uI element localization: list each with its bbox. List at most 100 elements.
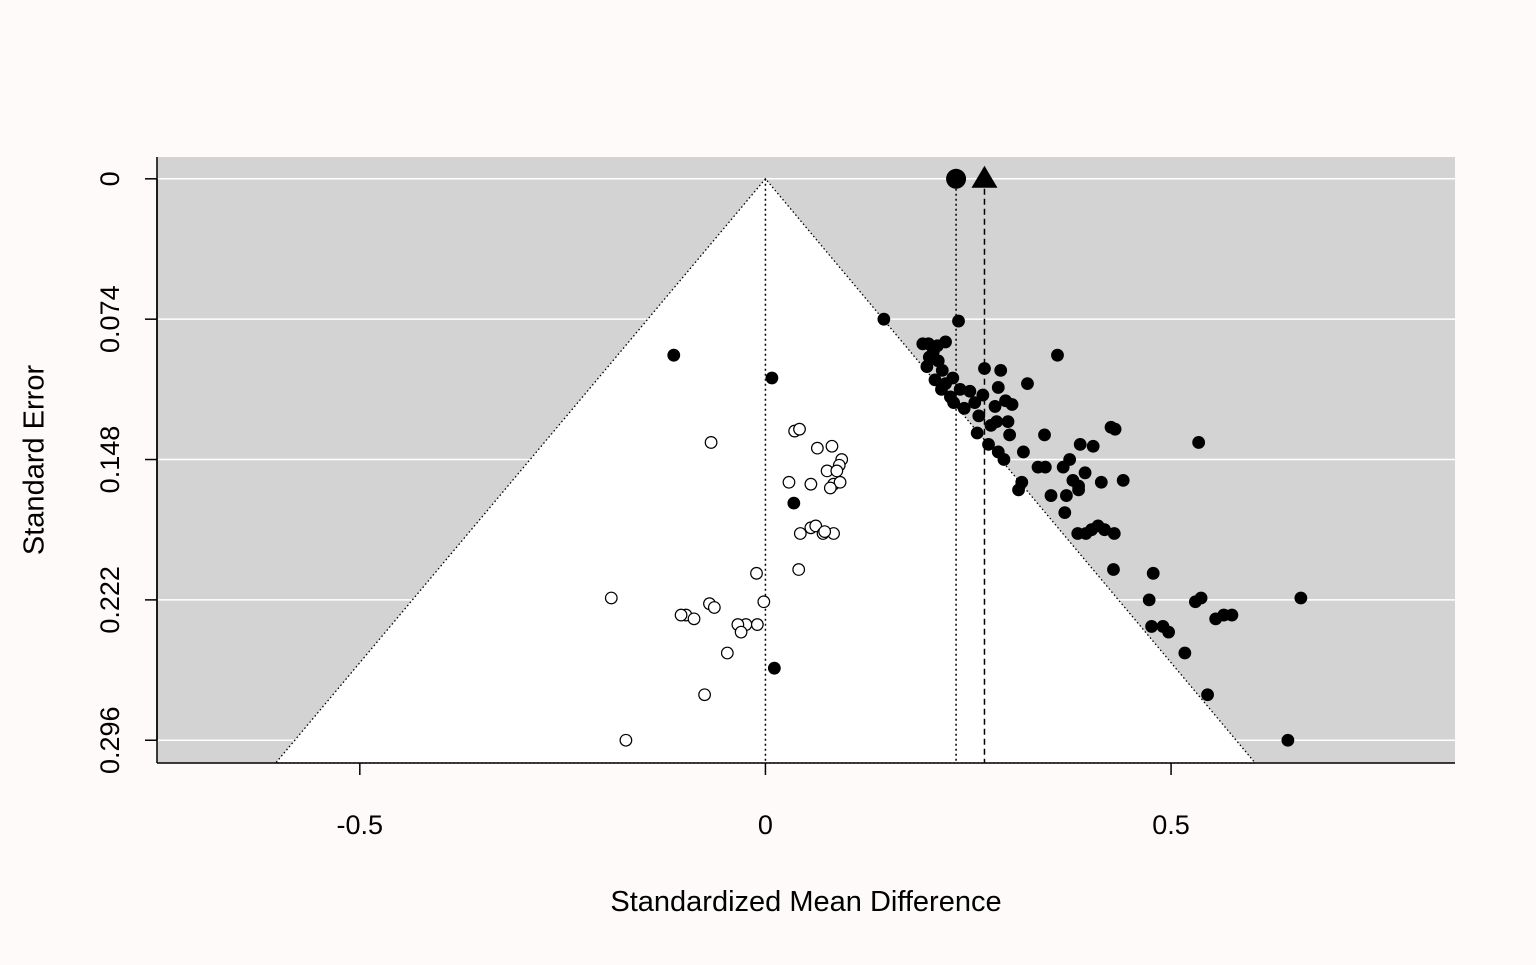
x-axis-title: Standardized Mean Difference [610,886,1001,918]
estimate-marker-triangle [971,165,998,188]
study-point-observed [1201,688,1214,702]
study-point-observed [1038,460,1052,474]
study-points [604,312,1308,747]
y-tick-label: 0 [95,171,125,186]
study-point-imputed [782,475,796,489]
study-point-observed [1005,398,1019,411]
study-point-observed [1060,489,1073,502]
study-point-observed [1107,527,1121,540]
study-point-observed [1086,439,1100,453]
study-point-imputed [687,612,701,626]
study-point-observed [1078,466,1092,480]
study-point-imputed [809,519,823,533]
study-point-observed [963,384,977,398]
y-tick-label: 0.148 [95,426,125,494]
study-point-imputed [792,563,806,576]
study-point-observed [972,409,986,423]
estimate-marker-circle [946,168,967,189]
study-point-observed [1192,436,1206,449]
study-point-observed [1225,608,1239,622]
study-point-observed [1017,445,1030,459]
study-point-imputed [823,481,837,495]
study-point-observed [990,415,1004,428]
study-point-observed [1116,473,1130,487]
study-point-observed [1073,437,1087,451]
x-tick-label: 0 [758,810,773,840]
study-point-observed [978,362,991,375]
study-point-observed [1001,415,1015,428]
study-point-observed [765,371,779,385]
study-point-observed [947,396,961,410]
study-point-imputed [707,601,721,614]
study-point-observed [997,453,1011,466]
study-point-imputed [825,439,839,453]
study-point-imputed [793,527,807,540]
study-point-observed [920,360,934,373]
study-point-observed [946,371,960,385]
study-point-observed [1162,625,1176,639]
study-point-observed [767,661,781,675]
study-point-observed [1142,593,1156,607]
study-point-imputed [619,733,633,747]
study-point-observed [1294,591,1308,605]
study-point-observed [1058,506,1072,520]
study-point-observed [1194,591,1208,605]
estimate-markers [946,165,998,189]
study-point-observed [988,400,1002,413]
study-point-imputed [734,625,748,639]
study-point-observed [667,348,681,362]
study-point-observed [1044,489,1058,502]
study-point-imputed [804,477,818,491]
study-point-imputed [604,591,618,605]
study-point-observed [970,426,984,440]
study-point-observed [976,388,990,402]
study-point-observed [935,363,949,377]
y-tick-label: 0.296 [95,706,125,774]
study-point-observed [1178,646,1192,660]
study-point-observed [994,363,1008,377]
x-tick-label: 0.5 [1152,810,1190,840]
study-point-observed [1146,566,1160,580]
study-point-observed [1056,460,1070,474]
study-point-imputed [720,646,734,660]
study-point-imputed [793,422,806,436]
x-tick-label: -0.5 [337,810,384,840]
study-point-observed [952,314,965,328]
study-point-observed [1107,563,1120,576]
study-point-observed [1104,420,1118,434]
study-point-observed [1145,620,1158,633]
study-point-observed [1072,483,1085,497]
study-point-imputed [674,608,688,622]
study-point-imputed [698,688,711,702]
study-point-observed [935,382,948,396]
study-point-observed [1281,733,1295,747]
axes: 0 0.074 0.148 0.222 0.296 -0.5 0 0.5 [95,157,1455,840]
study-point-imputed [830,464,844,478]
study-point-observed [787,496,801,510]
study-point-observed [939,335,952,349]
study-point-observed [982,437,995,451]
study-point-observed [957,401,971,415]
study-point-observed [1021,377,1034,391]
study-point-imputed [810,441,824,455]
study-point-observed [1012,483,1025,497]
study-point-imputed [750,566,763,580]
reference-lines [764,178,986,763]
study-point-observed [1094,475,1108,489]
study-point-imputed [818,525,832,539]
study-point-imputed [757,595,771,609]
study-point-observed [991,381,1005,394]
study-point-observed [968,396,982,410]
study-point-imputed [750,618,764,631]
study-point-observed [1003,428,1017,442]
study-point-observed [1038,428,1051,442]
study-point-observed [877,312,891,326]
study-point-observed [1051,348,1064,362]
y-tick-label: 0.074 [95,285,125,353]
study-point-imputed [833,475,847,489]
y-tick-label: 0.222 [95,566,125,634]
y-axis-title: Standard Error [19,365,51,556]
study-point-imputed [704,436,718,449]
